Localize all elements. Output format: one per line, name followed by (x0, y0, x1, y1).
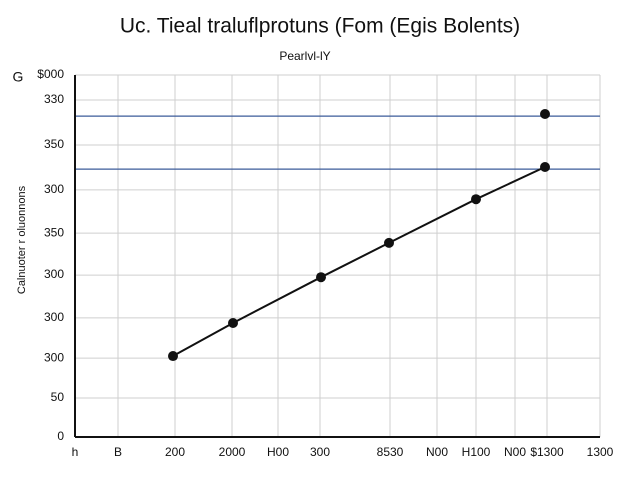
y-tick-label: 300 (44, 350, 64, 364)
point (316, 272, 326, 283)
point (540, 161, 550, 172)
x-tick-label: 300 (310, 445, 330, 459)
y-tick-label: 0 (57, 429, 64, 443)
x-tick-label: 200 (165, 445, 185, 459)
x-tick-label: H00 (267, 445, 289, 459)
x-tick-label: N00 (504, 445, 526, 459)
y-tick-label: 300 (44, 182, 64, 196)
x-tick-label: h (72, 445, 79, 459)
y-tick-label: 50 (51, 390, 65, 404)
annotation: G (13, 69, 24, 85)
x-tick-label: 1300 (587, 445, 614, 459)
x-tick-label: $1300 (530, 445, 564, 459)
point (168, 351, 178, 362)
chart-title: Uc. Tieal traluflprotuns (Fom (Egis Bole… (120, 15, 520, 38)
y-tick-label: 330 (44, 92, 64, 106)
y-tick-label: 300 (44, 267, 64, 281)
x-tick-label: 2000 (219, 445, 246, 459)
x-tick-label: N00 (426, 445, 448, 459)
y-tick-label: $000 (37, 67, 64, 81)
line (172, 166, 546, 357)
y-tick-label: 350 (44, 225, 64, 239)
point (471, 194, 481, 205)
y-tick-label: 350 (44, 137, 64, 151)
y-axis-label: Calnuoter r oluonnons (16, 185, 28, 294)
y-tick-label: 300 (44, 310, 64, 324)
x-tick-label: B (114, 445, 122, 459)
chart-subtitle: Pearlvl-lY (279, 49, 330, 63)
x-tick-label: H100 (462, 445, 491, 459)
point (384, 237, 394, 248)
x-tick-label: 8530 (377, 445, 404, 459)
point (228, 317, 238, 328)
point (540, 108, 550, 119)
